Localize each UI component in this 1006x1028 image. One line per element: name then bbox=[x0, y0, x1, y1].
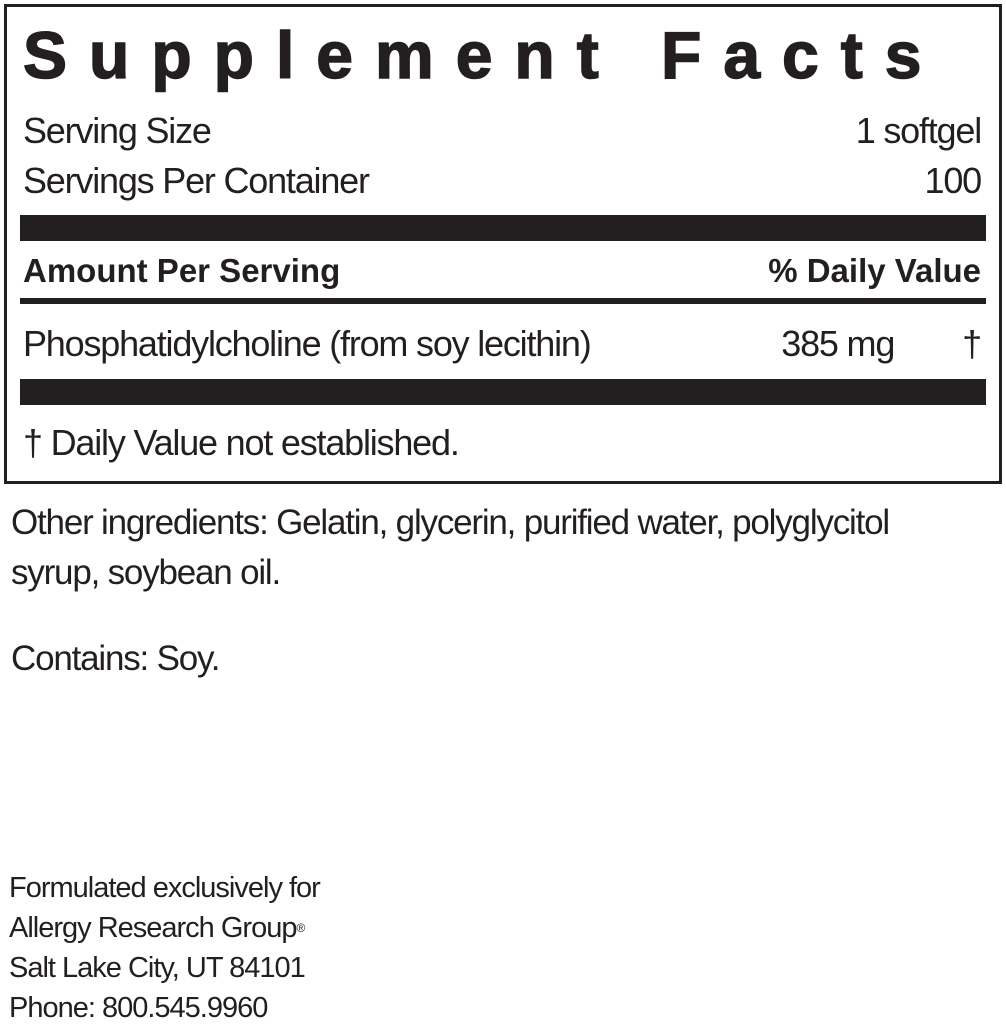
thick-divider bbox=[20, 379, 986, 405]
serving-size-value: 1 softgel bbox=[855, 110, 982, 151]
servings-per-container-label: Servings Per Container bbox=[23, 160, 370, 201]
daily-value-header: % Daily Value bbox=[768, 252, 981, 289]
serving-size-label: Serving Size bbox=[23, 110, 212, 151]
footer-line-2: Allergy Research Group bbox=[9, 912, 297, 944]
panel-title: Supplement Facts bbox=[22, 17, 944, 93]
servings-per-container-row: Servings Per Container 100 bbox=[23, 160, 983, 202]
manufacturer-info: Formulated exclusively for Allergy Resea… bbox=[9, 868, 321, 1028]
ingredient-name: Phosphatidylcholine (from soy lecithin) bbox=[23, 323, 592, 364]
servings-per-container-value: 100 bbox=[924, 160, 983, 201]
registered-mark: ® bbox=[296, 921, 305, 935]
contains-label: Contains: bbox=[11, 639, 149, 678]
ingredient-row: Phosphatidylcholine (from soy lecithin) … bbox=[23, 323, 982, 365]
supplement-facts-panel: Supplement Facts Serving Size 1 softgel … bbox=[4, 4, 1002, 484]
footer-line-1: Formulated exclusively for bbox=[9, 872, 321, 904]
amount-per-serving-header: Amount Per Serving bbox=[23, 252, 341, 289]
contains-statement: Contains: Soy. bbox=[11, 634, 971, 684]
serving-size-row: Serving Size 1 softgel bbox=[23, 110, 982, 152]
thick-divider bbox=[20, 215, 986, 241]
contains-value: Soy. bbox=[156, 639, 221, 678]
footnote-text: † Daily Value not established. bbox=[23, 422, 460, 463]
thin-divider bbox=[20, 298, 986, 304]
amount-header-row: Amount Per Serving % Daily Value bbox=[23, 252, 981, 290]
footer-line-3: Salt Lake City, UT 84101 bbox=[9, 952, 306, 984]
ingredient-amount: 385 mg bbox=[781, 323, 895, 364]
footer-line-4: Phone: 800.545.9960 bbox=[9, 992, 268, 1024]
footnote: † Daily Value not established. bbox=[23, 422, 981, 464]
ingredient-dv: † bbox=[962, 323, 982, 364]
other-ingredients: Other ingredients: Gelatin, glycerin, pu… bbox=[11, 503, 890, 592]
